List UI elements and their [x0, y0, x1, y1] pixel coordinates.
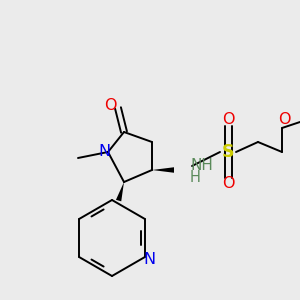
Text: O: O: [222, 176, 234, 191]
Text: O: O: [222, 112, 234, 128]
Text: S: S: [222, 143, 234, 161]
Polygon shape: [152, 167, 174, 173]
Text: N: N: [144, 251, 156, 266]
Text: NH: NH: [190, 158, 213, 173]
Text: O: O: [104, 98, 116, 113]
Text: O: O: [278, 112, 290, 128]
Polygon shape: [116, 182, 124, 201]
Text: H: H: [190, 170, 200, 185]
Text: N: N: [98, 145, 110, 160]
